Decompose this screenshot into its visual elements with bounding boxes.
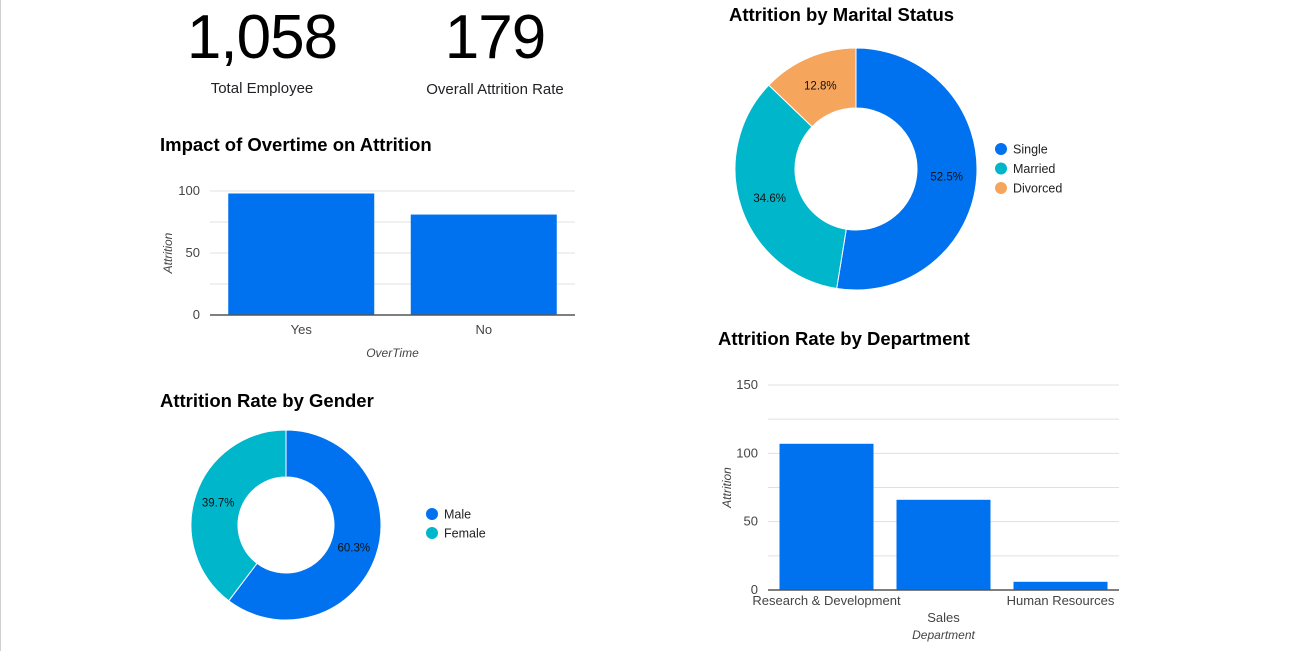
gender-legend-female: Female (444, 527, 486, 541)
department-y-tick-label: 100 (736, 445, 758, 460)
marital-slice-married (734, 84, 847, 290)
total-employee-value: 1,058 (186, 3, 338, 72)
marital-slice-label: 52.5% (930, 171, 963, 183)
department-bar (896, 499, 991, 590)
marital-legend-married: Married (1013, 162, 1055, 176)
marital-legend-single: Single (1013, 143, 1048, 157)
total-employee-label: Total Employee (210, 80, 314, 97)
department-chart-title: Attrition Rate by Department (718, 328, 970, 349)
overtime-y-axis-title: Attrition (161, 232, 175, 274)
overtime-bar (228, 193, 375, 315)
gender-slice-female (190, 429, 287, 602)
marital-slice-divorced (768, 47, 857, 128)
department-y-tick-label: 0 (751, 582, 758, 597)
overtime-bar (410, 214, 557, 315)
marital-slice-label: 34.6% (753, 193, 786, 205)
department-category-label: Sales (927, 610, 960, 625)
gender-slice-label: 60.3% (337, 543, 370, 555)
marital-legend-marker (995, 162, 1007, 175)
overtime-category-label: No (475, 322, 492, 337)
gender-slice-male (228, 429, 382, 621)
marital-legend-marker (995, 143, 1007, 155)
overtime-category-label: Yes (291, 322, 313, 337)
attrition-rate-label: Overall Attrition Rate (426, 81, 564, 98)
department-y-tick-label: 50 (744, 514, 758, 529)
department-category-label: Human Resources (1007, 593, 1115, 608)
department-y-tick-label: 150 (736, 377, 758, 392)
department-bar (779, 443, 874, 590)
gender-chart-title: Attrition Rate by Gender (160, 390, 374, 411)
overtime-y-tick-label: 100 (178, 183, 200, 198)
gender-legend-marker (426, 527, 438, 539)
marital-legend-divorced: Divorced (1013, 182, 1062, 196)
attrition-rate-value: 179 (444, 3, 546, 72)
department-y-axis-title: Attrition (720, 467, 734, 509)
marital-slice-single (836, 47, 978, 291)
department-category-label: Research & Development (752, 593, 901, 608)
gender-legend-male: Male (444, 508, 471, 522)
department-x-axis-title: Department (912, 628, 975, 642)
overtime-y-tick-label: 0 (193, 307, 200, 322)
department-bar (1013, 581, 1108, 590)
overtime-x-axis-title: OverTime (366, 346, 419, 360)
marital-chart-title: Attrition by Marital Status (729, 4, 955, 25)
marital-slice-label: 12.8% (804, 80, 837, 92)
overtime-chart-title: Impact of Overtime on Attrition (160, 134, 432, 155)
marital-legend-marker (995, 182, 1007, 194)
gender-slice-label: 39.7% (202, 497, 235, 509)
gender-legend-marker (426, 508, 438, 520)
overtime-y-tick-label: 50 (186, 245, 200, 260)
left-border (0, 0, 1, 651)
